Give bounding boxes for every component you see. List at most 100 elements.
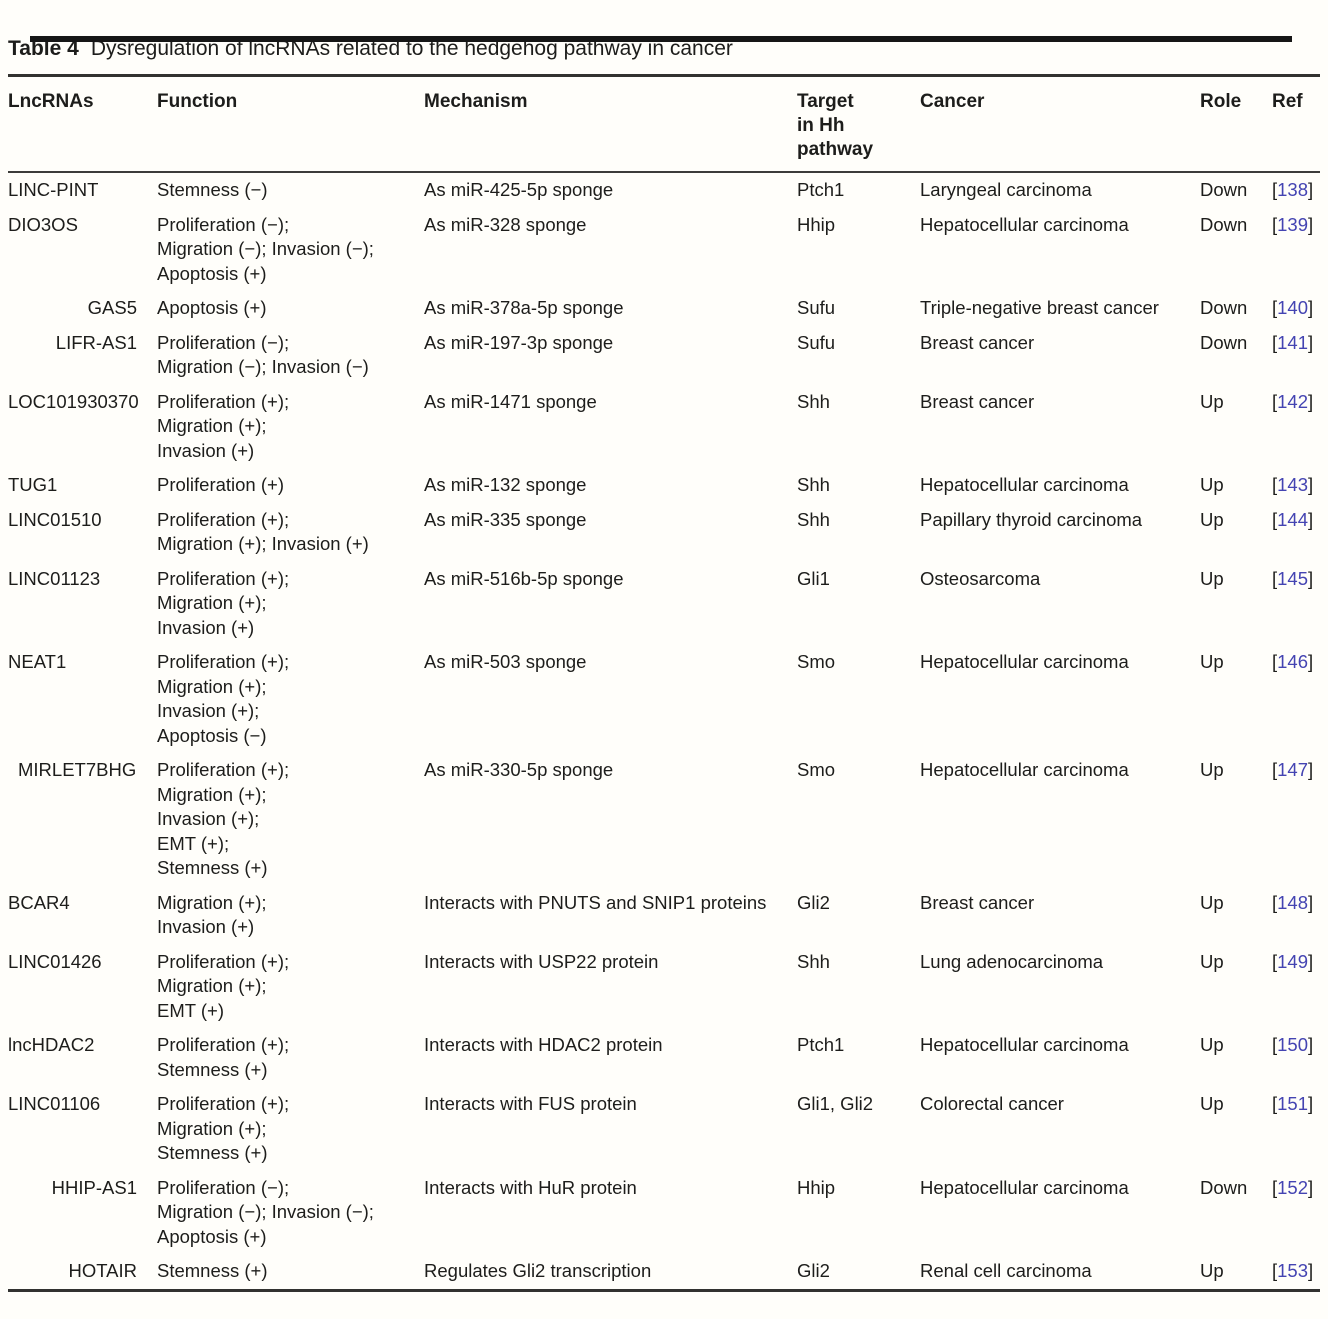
function-line: Invasion (+) [157, 916, 255, 937]
function-line: Apoptosis (+) [157, 1225, 267, 1247]
table-row: lncHDAC2 Proliferation (+); Stemness (+) … [8, 1028, 1320, 1087]
ref-cell: [150] [1272, 1028, 1320, 1087]
function-line: Migration (+); [157, 975, 267, 996]
role-cell: Up [1200, 1093, 1224, 1114]
table-caption: Table 4 Dysregulation of lncRNAs related … [8, 36, 1320, 61]
cancer-cell: Hepatocellular carcinoma [920, 474, 1129, 495]
ref-bracket-close: ] [1308, 390, 1314, 412]
target-cell: Shh [797, 390, 830, 412]
ref-citation-link[interactable]: 140 [1277, 297, 1309, 318]
mechanism-cell: As miR-378a-5p sponge [424, 297, 624, 318]
target-cell: Hhip [797, 213, 836, 235]
role-cell: Up [1200, 474, 1224, 495]
ref-citation-link[interactable]: 143 [1277, 474, 1309, 495]
cancer-cell: Hepatocellular carcinoma [920, 759, 1129, 780]
function-line: Migration (+); [157, 1117, 267, 1139]
target-cell: Gli2 [797, 891, 830, 913]
ref-citation-link[interactable]: 153 [1277, 1260, 1309, 1281]
table-body: LINC-PINT Stemness (−) As miR-425-5p spo… [8, 172, 1320, 1290]
function-line: Proliferation (−); [157, 331, 290, 353]
ref-bracket-open: [ [1272, 390, 1278, 412]
ref-citation-link[interactable]: 144 [1277, 508, 1309, 530]
role-cell: Up [1200, 1260, 1224, 1281]
ref-cell: [143] [1272, 468, 1320, 503]
function-line: Proliferation (+); [157, 651, 290, 672]
function-line: Apoptosis (+) [157, 297, 267, 318]
function-line: Proliferation (+); [157, 567, 290, 589]
ref-citation-link[interactable]: 149 [1277, 950, 1309, 972]
table-row: TUG1 Proliferation (+) As miR-132 sponge… [8, 468, 1320, 503]
ref-bracket-close: ] [1308, 651, 1314, 672]
target-cell: Shh [797, 508, 830, 530]
ref-bracket-close: ] [1308, 1260, 1314, 1281]
mechanism-cell: As miR-503 sponge [424, 651, 587, 672]
function-cell: Apoptosis (+) [157, 291, 424, 326]
ref-citation-link[interactable]: 152 [1277, 1176, 1309, 1198]
ref-citation-link[interactable]: 147 [1277, 759, 1309, 780]
role-cell: Up [1200, 390, 1224, 412]
lncrna-cell: DIO3OS [8, 213, 78, 235]
ref-bracket-close: ] [1308, 213, 1314, 235]
cancer-cell: Hepatocellular carcinoma [920, 651, 1129, 672]
cancer-cell: Hepatocellular carcinoma [920, 1176, 1129, 1198]
ref-bracket-open: [ [1272, 759, 1278, 780]
table-row: BCAR4 Migration (+); Invasion (+) Interac… [8, 886, 1320, 945]
lncrna-cell: LINC01123 [8, 567, 101, 589]
function-line: Proliferation (+); [157, 1034, 290, 1055]
ref-bracket-close: ] [1308, 474, 1314, 495]
function-cell: Migration (+); Invasion (+) [157, 886, 424, 945]
ref-citation-link[interactable]: 145 [1277, 567, 1309, 589]
ref-citation-link[interactable]: 141 [1277, 331, 1309, 353]
ref-citation-link[interactable]: 148 [1277, 891, 1309, 913]
cancer-cell: Hepatocellular carcinoma [920, 213, 1129, 235]
lncrna-table: LncRNAs Function Mechanism Target in Hh … [8, 74, 1320, 1292]
table-header-row: LncRNAs Function Mechanism Target in Hh … [8, 75, 1320, 173]
ref-cell: [144] [1272, 503, 1320, 562]
ref-citation-link[interactable]: 150 [1277, 1034, 1309, 1055]
cancer-cell: Renal cell carcinoma [920, 1260, 1092, 1281]
function-line: Migration (+); [157, 675, 267, 697]
ref-bracket-open: [ [1272, 297, 1278, 318]
ref-cell: [142] [1272, 385, 1320, 469]
ref-citation-link[interactable]: 142 [1277, 390, 1309, 412]
mechanism-cell: As miR-425-5p sponge [424, 179, 614, 200]
mechanism-cell: Interacts with HDAC2 protein [424, 1034, 663, 1055]
function-line: Stemness (−) [157, 179, 268, 200]
ref-citation-link[interactable]: 139 [1277, 213, 1309, 235]
function-line: Invasion (+) [157, 616, 255, 638]
function-line: Stemness (+) [157, 1260, 268, 1281]
function-cell: Proliferation (−); Migration (−); Invasio… [157, 1171, 424, 1255]
mechanism-cell: As miR-335 sponge [424, 508, 587, 530]
function-line: Invasion (+); [157, 808, 260, 829]
function-line: Invasion (+) [157, 439, 255, 461]
function-cell: Stemness (+) [157, 1254, 424, 1290]
target-cell: Gli1, Gli2 [797, 1093, 874, 1114]
cancer-cell: Laryngeal carcinoma [920, 179, 1092, 200]
table-caption-label: Table 4 [8, 37, 79, 60]
lncrna-cell: lncHDAC2 [8, 1034, 95, 1055]
function-line: Migration (−); Invasion (−); [157, 1201, 374, 1222]
ref-cell: [148] [1272, 886, 1320, 945]
function-cell: Proliferation (+); Migration (+); Invasion… [157, 385, 424, 469]
ref-bracket-close: ] [1308, 297, 1314, 318]
function-line: Proliferation (+) [157, 474, 284, 495]
ref-citation-link[interactable]: 151 [1277, 1093, 1309, 1114]
mechanism-cell: Regulates Gli2 transcription [424, 1260, 652, 1281]
function-line: Proliferation (+); [157, 1093, 290, 1114]
ref-cell: [153] [1272, 1254, 1320, 1290]
target-cell: Shh [797, 474, 830, 495]
mechanism-cell: Interacts with PNUTS and SNIP1 proteins [424, 891, 767, 913]
ref-citation-link[interactable]: 146 [1277, 651, 1309, 672]
mechanism-cell: Interacts with HuR protein [424, 1176, 637, 1198]
function-line: Proliferation (+); [157, 508, 290, 530]
ref-bracket-close: ] [1308, 1093, 1314, 1114]
lncrna-cell: LIFR-AS1 [55, 331, 137, 353]
ref-bracket-close: ] [1308, 508, 1314, 530]
column-header-cancer: Cancer [920, 75, 1200, 173]
ref-citation-link[interactable]: 138 [1277, 179, 1309, 200]
table-row: MIRLET7BHG Proliferation (+); Migration (… [8, 753, 1320, 886]
mechanism-cell: As miR-1471 sponge [424, 390, 597, 412]
mechanism-cell: As miR-197-3p sponge [424, 331, 614, 353]
table-row: LOC101930370 Proliferation (+); Migration… [8, 385, 1320, 469]
table-row: LINC-PINT Stemness (−) As miR-425-5p spo… [8, 172, 1320, 208]
